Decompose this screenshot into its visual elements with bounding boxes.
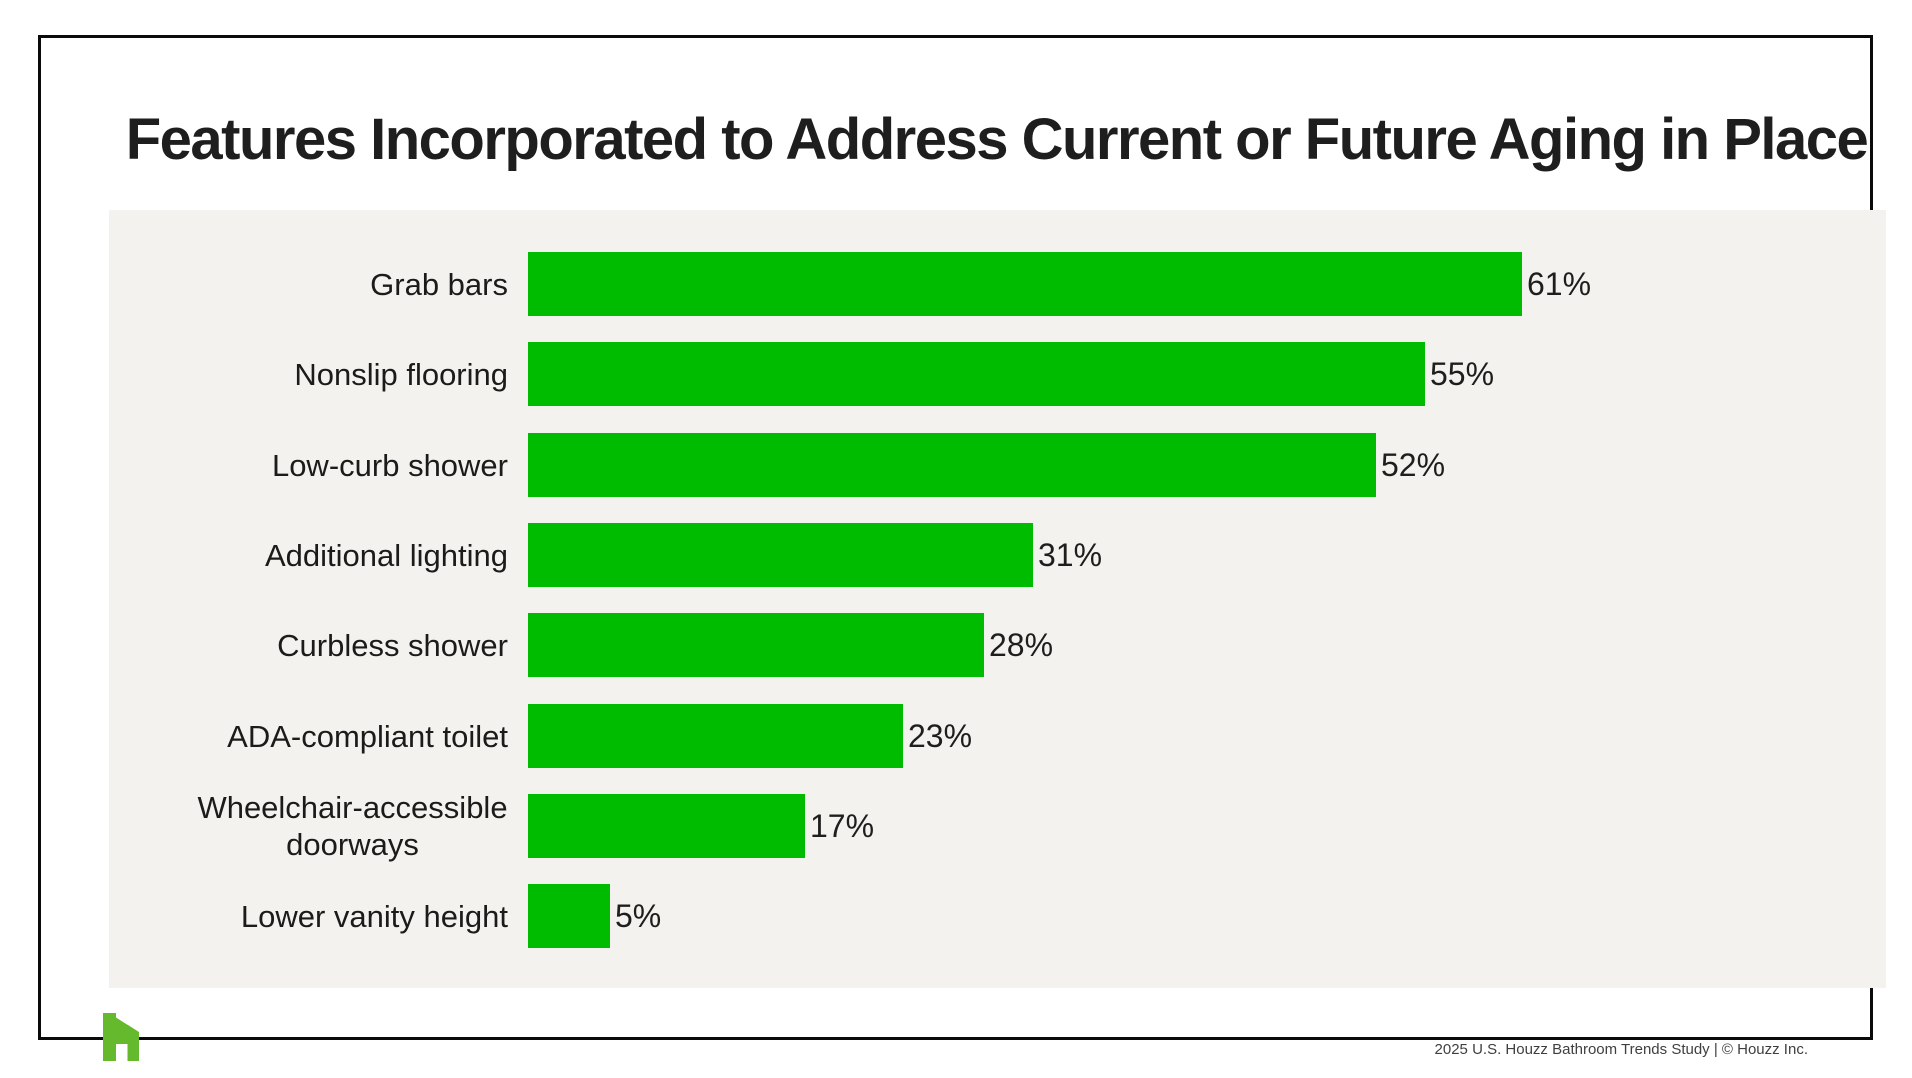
- category-label: Low-curb shower: [271, 447, 508, 483]
- bar-lower-vanity-height: [528, 884, 610, 948]
- bar-low-curb-shower: [528, 433, 1376, 497]
- value-label: 23%: [908, 717, 973, 754]
- value-label: 5%: [615, 897, 662, 934]
- bar-row: Nonslip flooring 55%: [197, 342, 1846, 406]
- houzz-logo-shape: [103, 1013, 139, 1061]
- bar-curbless-shower: [528, 613, 984, 677]
- value-label: 61%: [1527, 265, 1592, 302]
- bar-row: Low-curb shower 52%: [197, 433, 1846, 497]
- bar-additional-lighting: [528, 523, 1033, 587]
- value-label: 17%: [810, 807, 875, 844]
- value-label: 28%: [989, 626, 1054, 663]
- category-label: Lower vanity height: [240, 898, 508, 934]
- houzz-logo-icon: [103, 1013, 139, 1061]
- chart-panel: Grab bars 61% Nonslip flooring 55% Low-c…: [109, 210, 1886, 988]
- category-label: ADA-compliant toilet: [227, 718, 508, 754]
- category-label: Additional lighting: [264, 537, 508, 573]
- category-label: Nonslip flooring: [294, 356, 508, 392]
- bar-row: Wheelchair-accessible doorways 17%: [197, 790, 1846, 862]
- bar-row: Lower vanity height 5%: [197, 884, 1846, 948]
- bar-wheelchair-accessible-doorways: [528, 794, 805, 858]
- category-label: Grab bars: [370, 266, 508, 302]
- chart-title: Features Incorporated to Address Current…: [125, 107, 1869, 172]
- bar-row: Grab bars 61%: [197, 252, 1846, 316]
- category-label: Wheelchair-accessible doorways: [197, 790, 508, 862]
- bar-row: ADA-compliant toilet 23%: [197, 704, 1846, 768]
- value-label: 55%: [1430, 355, 1495, 392]
- value-label: 31%: [1038, 536, 1103, 573]
- bar-row: Additional lighting 31%: [197, 523, 1846, 587]
- bar-grab-bars: [528, 252, 1522, 316]
- category-label: Curbless shower: [277, 627, 508, 663]
- value-label: 52%: [1381, 446, 1446, 483]
- bar-ada-compliant-toilet: [528, 704, 903, 768]
- chart-card: Features Incorporated to Address Current…: [38, 35, 1886, 1061]
- credit-line: 2025 U.S. Houzz Bathroom Trends Study | …: [1434, 1041, 1808, 1058]
- bar-nonslip-flooring: [528, 342, 1425, 406]
- bar-row: Curbless shower 28%: [197, 613, 1846, 677]
